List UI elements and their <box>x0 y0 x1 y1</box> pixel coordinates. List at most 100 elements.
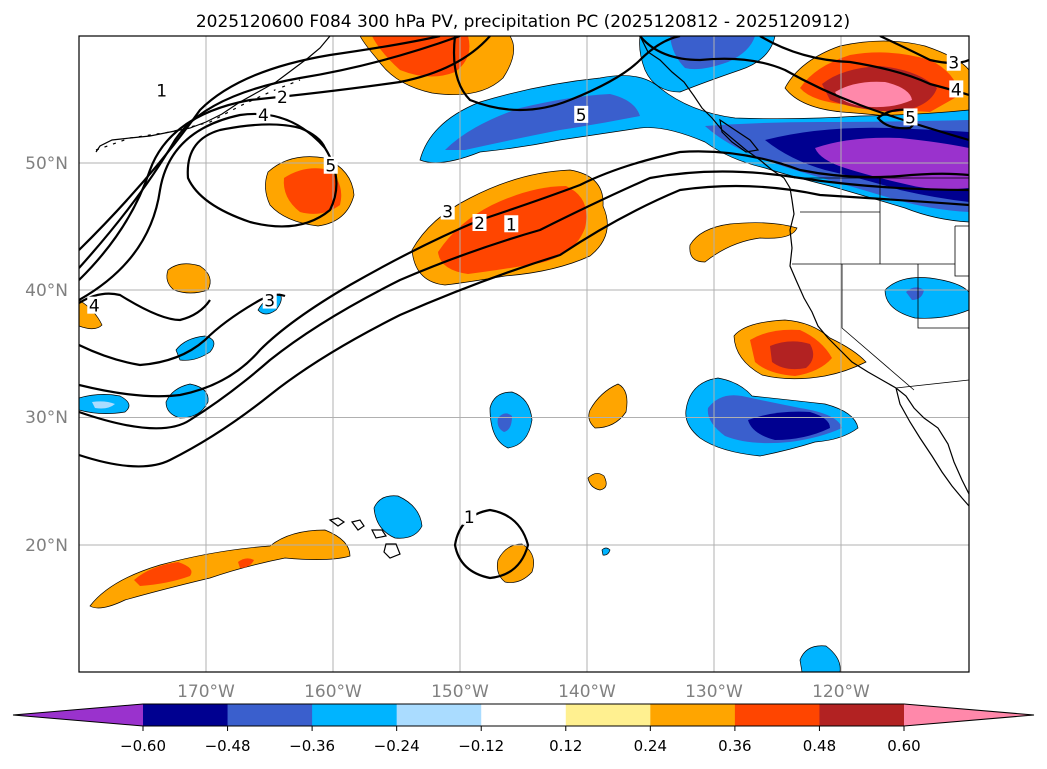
pv-label-background <box>87 296 102 314</box>
precip-region-nevada <box>884 277 969 319</box>
pv-label-background <box>154 81 169 99</box>
lon-label-120w: 120°W <box>812 682 870 702</box>
precip-region-central-30n-core <box>497 413 512 432</box>
pv-contour-label: 5 <box>325 157 336 177</box>
colorbar-segment <box>312 704 398 726</box>
precip-region-hawaii-north <box>373 495 423 539</box>
colorbar-segment <box>227 704 313 726</box>
colorbar-tick-label: −0.60 <box>120 737 166 755</box>
precip-region-aleutian-north-core <box>372 36 470 77</box>
axis-labels: 50°N 40°N 30°N 20°N 170°W 160°W 150°W 14… <box>25 154 870 702</box>
coastline-aleutians <box>95 79 301 151</box>
pv-label-background <box>440 202 455 220</box>
colorbar-tick-label: 0.48 <box>803 737 836 755</box>
lat-label-20n: 20°N <box>25 536 68 556</box>
pv-contour-label: 4 <box>951 80 962 100</box>
precip-region-subtropical-small <box>587 473 607 491</box>
lon-label-150w: 150°W <box>431 682 489 702</box>
coastlines <box>95 36 969 559</box>
precip-region-canada-coast-core <box>670 36 755 70</box>
lon-label-160w: 160°W <box>304 682 362 702</box>
precip-region-subtropical-east-strong <box>748 411 830 440</box>
precip-region-west-30n-light <box>92 401 115 409</box>
pv-contours <box>79 36 969 580</box>
colorbar-tick-label: −0.12 <box>458 737 504 755</box>
precip-region-offshore-oregon <box>689 222 798 263</box>
pv-contour-label: 3 <box>948 54 959 74</box>
lon-label-140w: 140°W <box>558 682 616 702</box>
precip-region-nw-canada-max <box>835 81 912 108</box>
colorbar-tick-label: 0.12 <box>549 737 582 755</box>
colorbar-segment <box>565 704 651 726</box>
pv-contour-north-loop <box>452 36 681 112</box>
colorbar-extend-low <box>13 704 143 726</box>
colorbar-tick-label: 0.60 <box>887 737 920 755</box>
colorbar-extend-high <box>904 704 1034 726</box>
pv-label-background <box>504 215 519 233</box>
pv-contour-label: 4 <box>258 106 269 126</box>
pv-contour-4 <box>79 112 326 301</box>
colorbar-segment <box>650 704 736 726</box>
pv-contour-label: 3 <box>264 292 275 312</box>
pv-contour-label: 4 <box>89 297 100 317</box>
pv-label-background <box>256 105 271 123</box>
precip-region-bering-core <box>283 168 342 214</box>
colorbar-segment <box>819 704 905 726</box>
pv-label-background <box>462 507 477 525</box>
precip-region-washington-max <box>815 137 969 190</box>
colorbar-tick-label: −0.24 <box>374 737 420 755</box>
precip-region-hawaii-west-dot <box>238 558 254 568</box>
coastline-north-america <box>639 36 969 495</box>
colorbar-tick-label: −0.36 <box>289 737 335 755</box>
pv-contour-4-west <box>79 292 211 322</box>
pv-contour-label: 2 <box>474 214 485 234</box>
graticule <box>79 36 969 672</box>
border-wyoming-box <box>954 225 969 277</box>
lon-label-170w: 170°W <box>177 682 235 702</box>
map-frame <box>78 35 970 673</box>
pv-label-background <box>262 291 277 309</box>
precip-region-hawaii-west <box>89 529 351 609</box>
pv-label-background <box>903 108 918 126</box>
border-california-nevada <box>841 264 915 391</box>
precip-region-hawaii-west-core <box>134 562 192 586</box>
coastline-alaska-peninsula <box>95 36 331 153</box>
colorbar: −0.60 −0.48 −0.36 −0.24 −0.12 0.12 0.24 0.36 0.4… <box>12 703 1035 755</box>
pv-contour-label: 1 <box>156 82 167 102</box>
pv-label-background <box>472 213 487 231</box>
colorbar-segment <box>481 704 567 726</box>
pv-contour-5-ne <box>639 36 969 142</box>
lon-label-130w: 130°W <box>685 682 743 702</box>
precip-negative-regions <box>79 36 969 672</box>
precip-region-nevada-core <box>906 287 924 300</box>
pv-label-background <box>275 88 290 106</box>
pv-contour-label: 3 <box>442 203 453 223</box>
pv-contour-label: 5 <box>576 106 587 126</box>
pv-contour-2-ridge <box>79 170 969 430</box>
pv-contour-label: 1 <box>506 215 517 235</box>
colorbar-segment <box>396 704 482 726</box>
pv-contour-label: 1 <box>464 508 475 528</box>
precip-region-california-strong <box>770 341 814 370</box>
border-nevada-utah <box>917 264 969 329</box>
precip-region-south-edge <box>799 645 841 672</box>
lat-label-40n: 40°N <box>25 281 68 301</box>
coastline-baja <box>895 387 969 507</box>
political-boundaries <box>792 177 969 391</box>
coastline-hawaii <box>328 517 401 559</box>
lat-label-50n: 50°N <box>25 154 68 174</box>
colorbar-segment <box>143 704 229 726</box>
pv-contour-5-loop <box>186 123 338 228</box>
coastline-vancouver-island <box>719 118 760 153</box>
colorbar-segment <box>734 704 820 726</box>
border-us-mexico <box>895 379 969 389</box>
pv-contour-label: 5 <box>905 108 916 128</box>
colorbar-tick-label: 0.24 <box>634 737 667 755</box>
pv-contour-1 <box>79 36 441 251</box>
lat-label-30n: 30°N <box>25 408 68 428</box>
pv-label-background <box>574 105 589 123</box>
pv-contour-2 <box>79 36 461 269</box>
pv-label-background <box>949 80 964 98</box>
